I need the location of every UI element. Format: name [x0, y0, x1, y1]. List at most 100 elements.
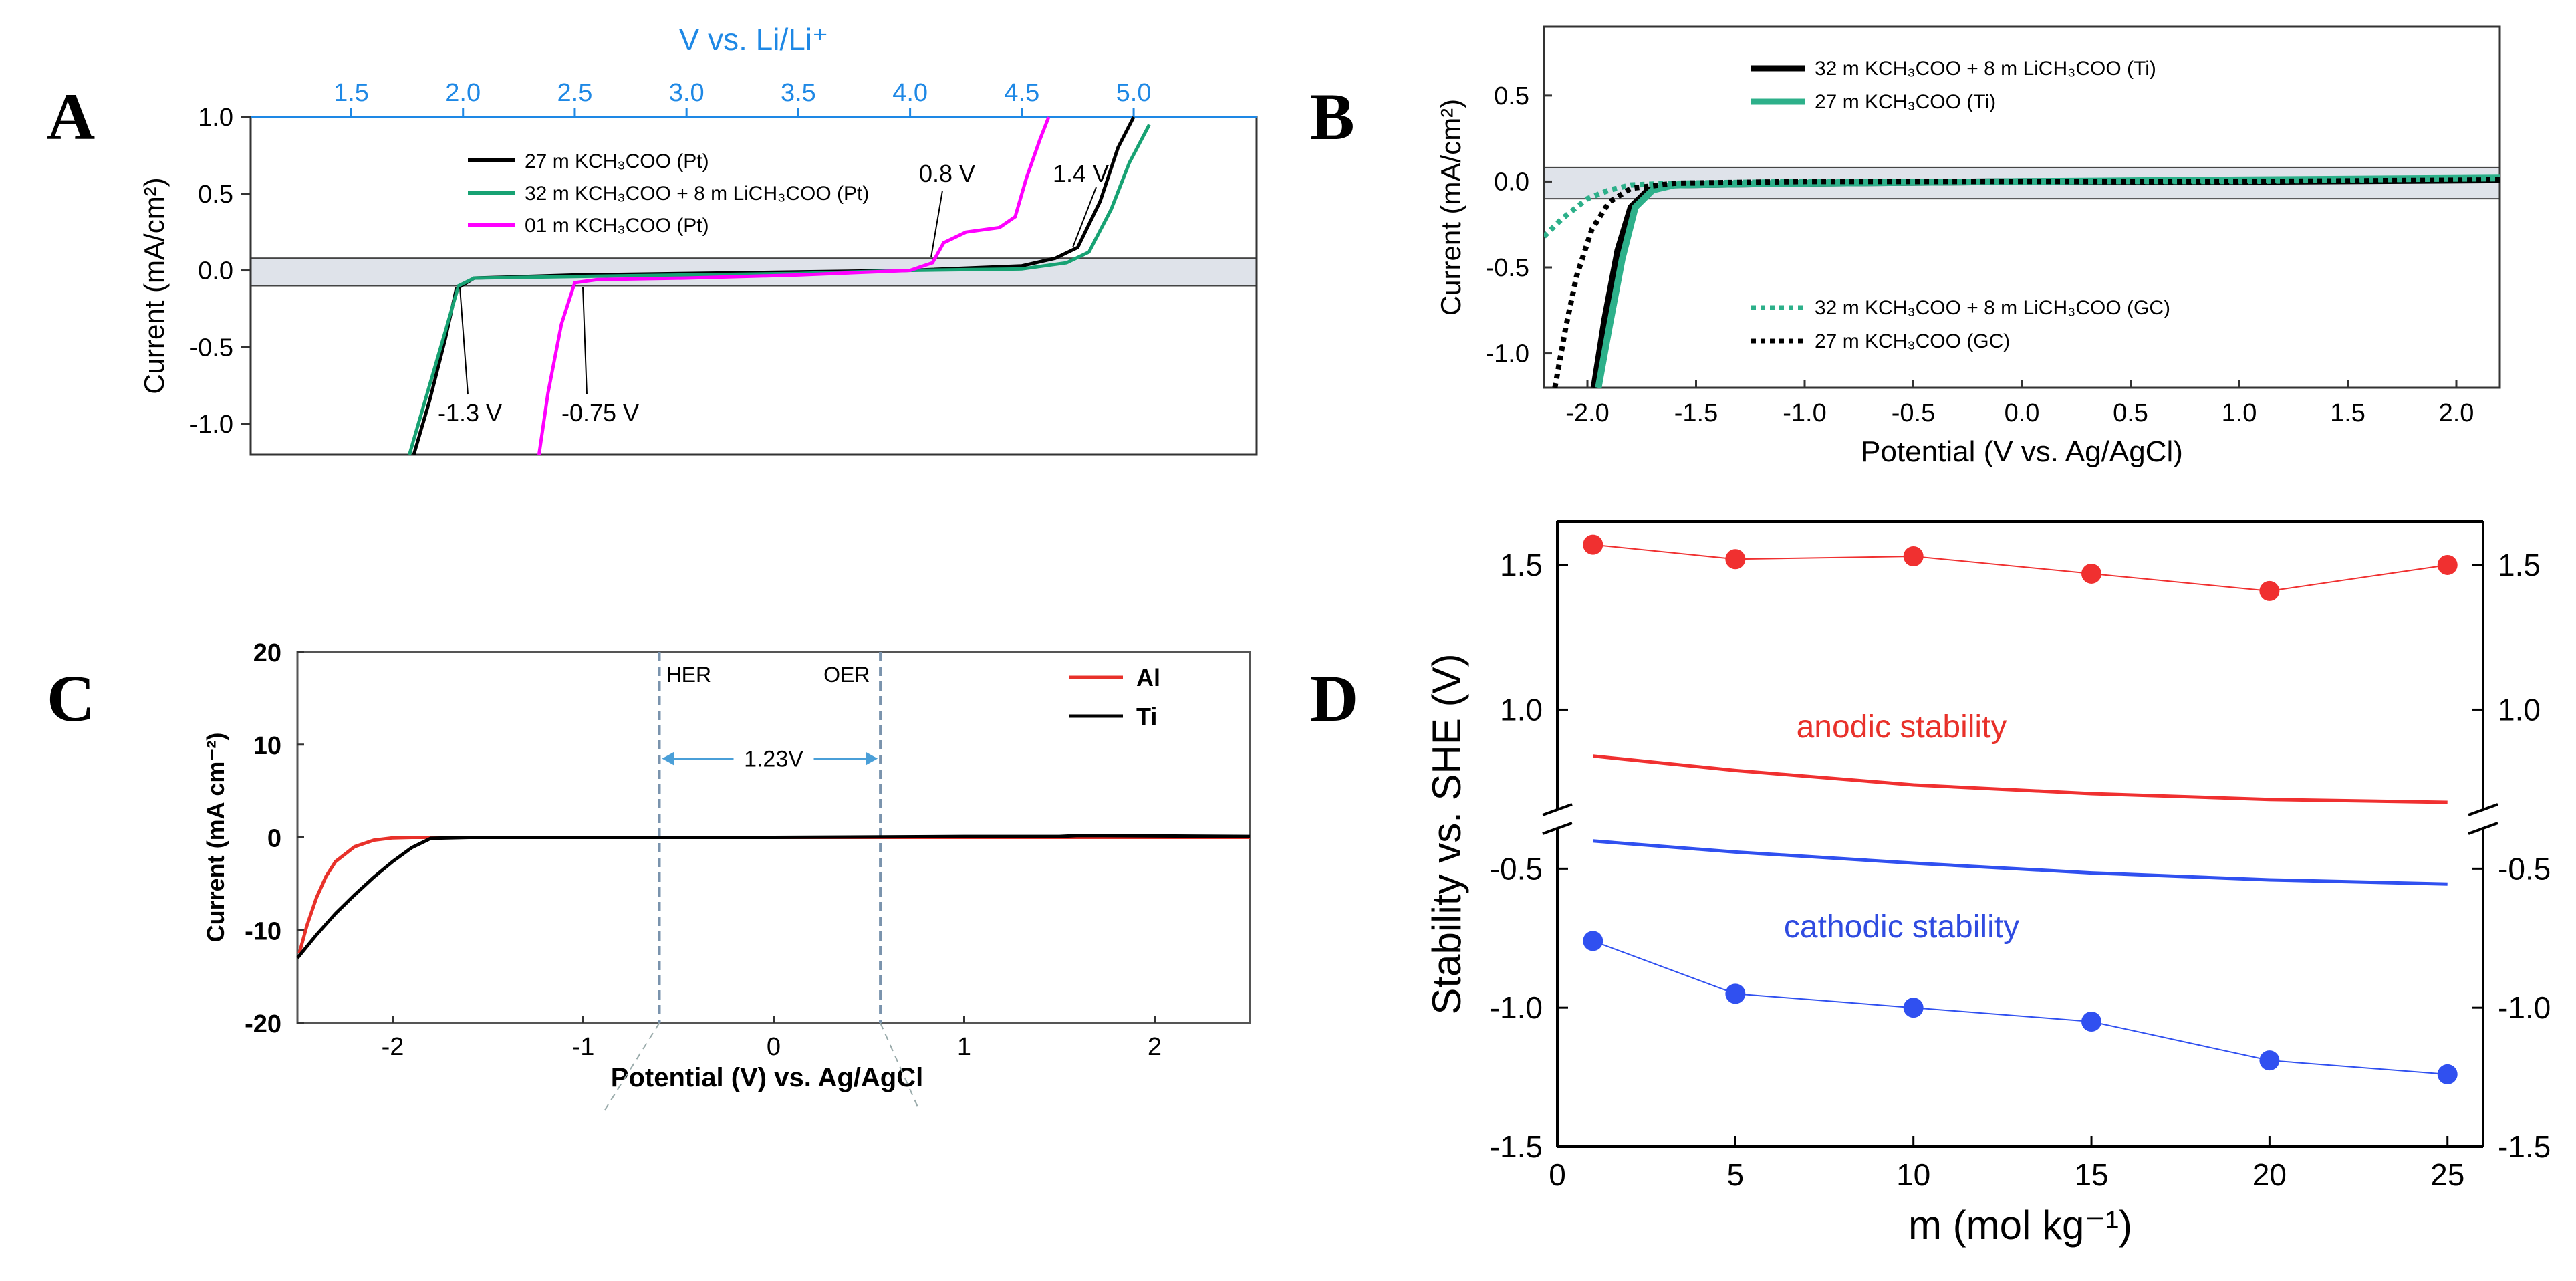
x-tick-label: 2 [1148, 1033, 1162, 1061]
legend-label: 32 m KCH₃COO + 8 m LiCH₃COO (Pt) [525, 183, 869, 205]
annotation-label: 1.23V [744, 747, 803, 772]
data-point [1725, 983, 1746, 1004]
panel-letter-d: D [1310, 661, 1358, 735]
data-point [1903, 546, 1924, 566]
chart-b: -2.0 -1.5 -1.0 -0.5 0.0 0.5 1.0 1.5 2.0 Potential… [1435, 25, 2501, 468]
axis-break-mark [2468, 803, 2498, 816]
y-tick-label-right: -1.0 [2498, 990, 2551, 1025]
legend-label: 27 m KCH₃COO (Ti) [1815, 91, 1996, 113]
y-tick-label-left: -1.0 [1490, 990, 1543, 1025]
y-tick-label: -0.5 [190, 334, 233, 362]
y-axis-title: Current (mA cm⁻²) [202, 733, 229, 943]
series-line [1593, 544, 2448, 592]
series-line [1595, 174, 2500, 388]
x-tick-label: 25 [2430, 1157, 2464, 1192]
top-tick-label: 3.0 [669, 79, 704, 107]
legend-label: Ti [1136, 703, 1157, 730]
top-tick-label: 5.0 [1116, 79, 1152, 107]
data-point [1583, 534, 1603, 555]
arrow-head [866, 751, 878, 766]
top-axis-title: V vs. Li/Li⁺ [679, 22, 829, 57]
panel-letter-c: C [47, 661, 95, 735]
data-point [2081, 1011, 2102, 1032]
legend-label: Al [1136, 664, 1160, 691]
x-tick-label: -1.0 [1783, 399, 1826, 427]
x-tick-label: 0 [767, 1033, 781, 1061]
legend-label: 32 m KCH₃COO + 8 m LiCH₃COO (Ti) [1815, 57, 2156, 80]
x-tick-label: 1.0 [2222, 399, 2257, 427]
y-tick-label: 0.0 [1494, 168, 1529, 196]
x-tick-label: 5 [1727, 1157, 1745, 1192]
legend-label: 01 m KCH₃COO (Pt) [525, 215, 709, 237]
y-tick-label: 20 [253, 639, 281, 667]
x-tick-label: 1 [957, 1033, 971, 1061]
y-tick-label-left: 1.5 [1500, 548, 1543, 582]
legend-label: 32 m KCH₃COO + 8 m LiCH₃COO (GC) [1815, 297, 2170, 319]
x-tick-label: -1.5 [1674, 399, 1718, 427]
y-tick-label: -20 [245, 1010, 281, 1038]
data-point [1725, 549, 1746, 570]
x-axis-title: Potential (V) vs. Ag/AgCl [611, 1063, 923, 1092]
y-tick-label: -10 [245, 917, 281, 945]
data-point [2259, 580, 2280, 601]
annotation-arrow [930, 190, 943, 258]
x-tick-label: 0 [1549, 1157, 1566, 1192]
panel-letter-b: B [1310, 80, 1355, 154]
y-tick-label: 0.0 [198, 257, 233, 285]
y-tick-label-left: -0.5 [1490, 851, 1543, 886]
data-point [1903, 998, 1924, 1018]
x-tick-label: -0.5 [1892, 399, 1935, 427]
data-point [2437, 1064, 2458, 1084]
y-tick-label: -1.0 [1486, 340, 1529, 368]
series-line [1552, 177, 2500, 388]
x-tick-label: 0.5 [2113, 399, 2148, 427]
series-line [537, 116, 1051, 455]
series-line [297, 836, 1250, 954]
y-tick-label: 1.0 [198, 104, 233, 132]
top-tick-label: 4.0 [892, 79, 928, 107]
y-tick-label-left: 1.0 [1500, 692, 1543, 727]
axis-break-mark [1542, 803, 1573, 816]
x-axis-title: Potential (V vs. Ag/AgCl) [1861, 435, 2183, 468]
annotation-label: anodic stability [1797, 709, 2007, 745]
x-tick-label: 2.0 [2439, 399, 2474, 427]
annotation-arrow [582, 287, 588, 395]
chart-a: 1.5 2.0 2.5 3.0 3.5 4.0 4.5 5.0 V vs. Li/Li⁺ 1.0 0… [138, 22, 1258, 456]
panel-letter-a: A [47, 80, 95, 154]
projection-line [604, 1022, 660, 1111]
x-tick-label: 15 [2074, 1157, 2108, 1192]
arrow-head [662, 751, 674, 766]
y-tick-label-right: 1.5 [2498, 548, 2541, 582]
y-tick-label: -0.5 [1486, 254, 1529, 282]
top-tick-label: 2.0 [445, 79, 481, 107]
y-tick-label-right: 1.0 [2498, 692, 2541, 727]
plot-frame [1543, 25, 2501, 389]
data-point [2081, 563, 2102, 584]
y-tick-label-left: -1.5 [1490, 1129, 1543, 1164]
y-tick-label: -1.0 [190, 411, 233, 439]
projection-line [880, 1022, 920, 1111]
top-tick-label: 4.5 [1004, 79, 1039, 107]
axis-break-mark [1542, 822, 1573, 835]
series-line [1593, 754, 2448, 804]
x-tick-label: 0.0 [2005, 399, 2040, 427]
annotation-label: cathodic stability [1784, 909, 2019, 945]
y-axis-title: Stability vs. SHE (V) [1424, 653, 1469, 1014]
series-line [408, 124, 1151, 455]
annotation-label: -0.75 V [561, 399, 639, 427]
x-tick-label: 20 [2252, 1157, 2287, 1192]
annotation-label: 1.4 V [1053, 160, 1109, 187]
annotation-label: OER [823, 663, 870, 687]
series-line [1592, 940, 2448, 1075]
x-tick-label: -1 [572, 1033, 595, 1061]
y-axis-title: Current (mA/cm²) [1435, 99, 1466, 316]
y-tick-label: 0.5 [198, 181, 233, 209]
series-line [296, 834, 1251, 959]
annotation-arrow [1072, 187, 1097, 248]
annotation-label: -1.3 V [438, 399, 502, 427]
data-point [2259, 1050, 2280, 1071]
label-backing [733, 743, 814, 774]
x-tick-label: 1.5 [2330, 399, 2365, 427]
